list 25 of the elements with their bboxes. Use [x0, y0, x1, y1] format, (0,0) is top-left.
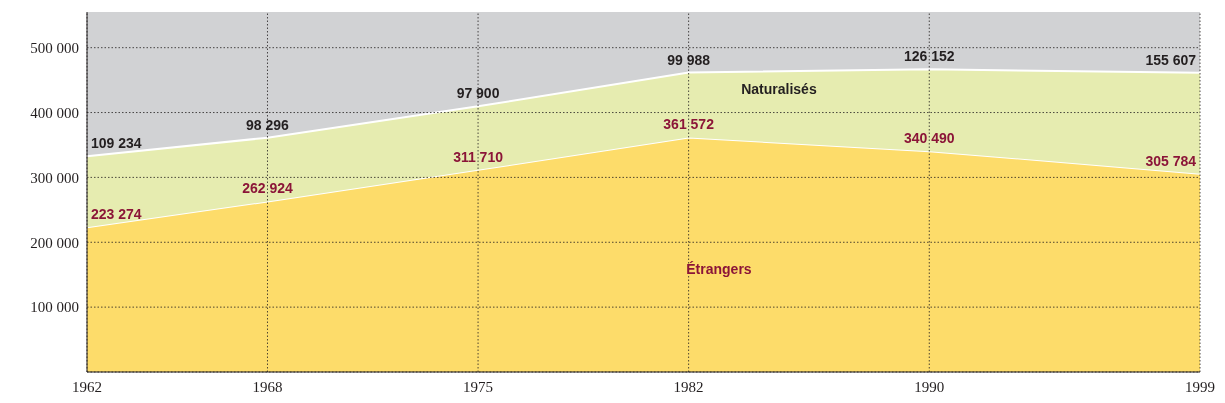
data-label: 109 234 — [91, 135, 142, 152]
data-label: 305 784 — [1145, 152, 1197, 169]
y-tick-label: 200 000 — [30, 234, 79, 251]
x-tick-label: 1990 — [914, 379, 945, 395]
series-label: Naturalisés — [741, 81, 817, 98]
x-tick-label: 1975 — [463, 379, 494, 395]
data-label: 262 924 — [242, 180, 293, 197]
y-tick-label: 100 000 — [30, 299, 79, 316]
data-label: 126 152 — [903, 48, 955, 65]
y-tick-label: 400 000 — [30, 104, 79, 121]
x-tick-label: 1962 — [72, 379, 102, 395]
x-tick-label: 1982 — [673, 379, 704, 395]
series-label: Étrangers — [686, 261, 752, 278]
data-label: 311 710 — [453, 148, 504, 165]
data-label: 223 274 — [91, 206, 142, 223]
y-tick-label: 500 000 — [30, 39, 79, 56]
x-tick-label: 1968 — [252, 379, 283, 395]
data-label: 99 988 — [667, 51, 711, 68]
data-label: 98 296 — [246, 116, 290, 133]
data-label: 155 607 — [1145, 51, 1197, 68]
y-tick-label: 300 000 — [30, 169, 79, 186]
x-tick-label: 1999 — [1185, 379, 1215, 395]
data-label: 97 900 — [456, 85, 500, 102]
data-label: 340 490 — [903, 130, 955, 147]
data-label: 361 572 — [663, 116, 715, 133]
